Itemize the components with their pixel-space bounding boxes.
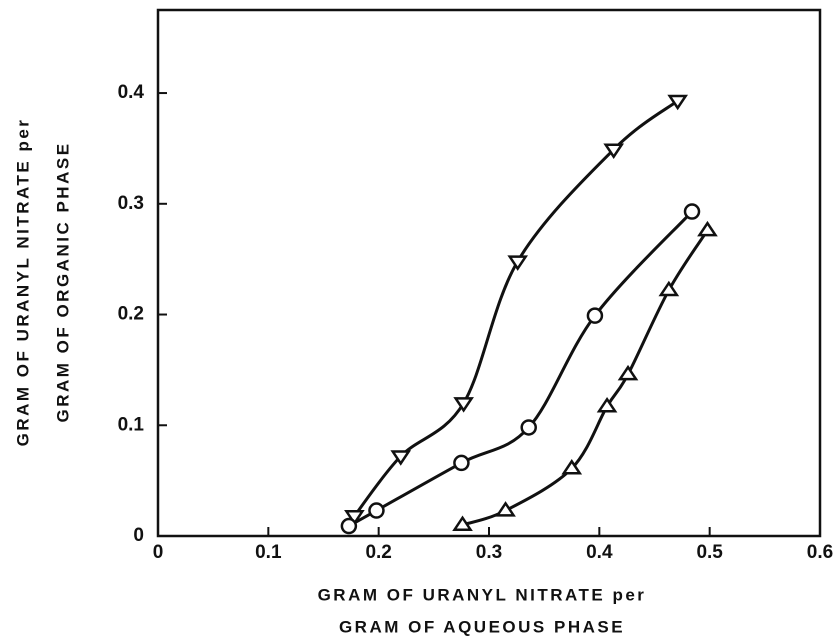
x-tick-label: 0.6 <box>807 542 833 563</box>
marker <box>495 501 516 517</box>
y-tick-label: 0 <box>133 525 144 546</box>
marker <box>368 502 385 519</box>
x-tick-label: 0.3 <box>476 542 502 563</box>
marker <box>603 143 625 159</box>
marker <box>507 255 529 271</box>
y-tick-label: 0.3 <box>118 193 144 214</box>
y-tick-label: 0.4 <box>118 82 145 103</box>
x-tick-label: 0.1 <box>255 542 282 563</box>
x-tick-label: 0 <box>153 542 164 563</box>
marker <box>683 203 701 220</box>
x-axis-label-line: GRAM OF AQUEOUS PHASE <box>339 617 625 636</box>
y-axis-label-line: GRAM OF ORGANIC PHASE <box>53 141 72 422</box>
y-tick-label: 0.1 <box>118 414 145 435</box>
marker <box>658 280 680 297</box>
marker <box>453 397 474 413</box>
marker <box>561 458 583 475</box>
marker <box>344 510 365 526</box>
marker <box>667 94 689 111</box>
series-line <box>462 229 709 527</box>
marker <box>340 517 358 535</box>
marker <box>453 454 470 472</box>
plot-frame <box>156 8 822 538</box>
x-tick-label: 0.5 <box>696 542 723 563</box>
x-tick-label: 0.2 <box>365 542 391 563</box>
x-axis-label: GRAM OF URANYL NITRATE per GRAM OF AQUEOU… <box>318 585 647 636</box>
y-axis-label-line: GRAM OF URANYL NITRATE per <box>13 118 32 447</box>
x-tick-label: 0.4 <box>586 542 613 563</box>
y-axis-label: GRAM OF URANYL NITRATE per GRAM OF ORGANI… <box>13 118 72 447</box>
marker <box>596 396 618 413</box>
marker <box>452 515 473 531</box>
marker <box>697 220 718 237</box>
marker <box>390 450 412 466</box>
marker <box>617 364 639 381</box>
y-tick-label: 0.2 <box>118 304 144 325</box>
x-axis-label-line: GRAM OF URANYL NITRATE per <box>318 585 647 604</box>
marker <box>520 419 537 436</box>
marker <box>586 307 604 324</box>
